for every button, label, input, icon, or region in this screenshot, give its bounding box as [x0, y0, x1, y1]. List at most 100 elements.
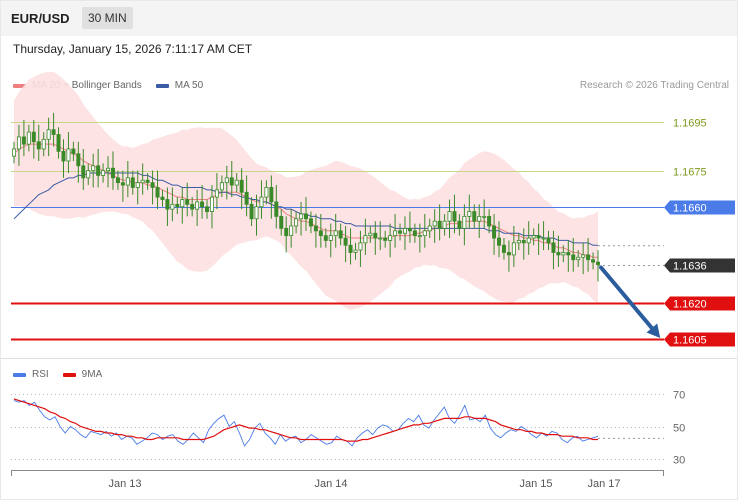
- candle-body: [16, 136, 21, 150]
- candle-body: [264, 187, 269, 198]
- candle-body: [195, 201, 200, 210]
- level-badge-pivot: [664, 200, 735, 215]
- candle-body: [46, 129, 51, 140]
- level-label-support: 1.1605: [673, 335, 707, 347]
- candle-body: [516, 240, 521, 244]
- level-label-current: 1.1636: [673, 261, 707, 273]
- candle-body: [506, 252, 511, 256]
- candle-body: [526, 237, 531, 244]
- candle-body: [457, 220, 462, 229]
- candle-body: [71, 148, 76, 155]
- candle-body: [422, 230, 427, 237]
- candle-body: [106, 167, 111, 172]
- candle-body: [556, 252, 561, 256]
- candle-body: [373, 232, 378, 239]
- candle-body: [338, 230, 343, 239]
- candle-body: [388, 235, 393, 241]
- candle-body: [289, 225, 294, 237]
- rsi-ma-swatch: [62, 372, 76, 377]
- candle-body: [521, 240, 526, 244]
- candle-body: [249, 203, 254, 220]
- candle-body: [333, 230, 338, 237]
- candle-body: [348, 244, 353, 253]
- x-tick-label: Jan 15: [519, 478, 552, 490]
- x-tick-label: Jan 17: [587, 478, 620, 490]
- candle-body: [205, 206, 210, 212]
- rsi-tick-label: 30: [673, 455, 685, 467]
- candle-body: [447, 211, 452, 222]
- candle-body: [497, 237, 502, 246]
- candle-body: [145, 179, 150, 184]
- candle-body: [511, 242, 516, 256]
- candle-body: [398, 230, 403, 234]
- candle-body: [313, 225, 318, 232]
- candle-body: [21, 136, 26, 145]
- legend-ma50: MA 50: [155, 80, 203, 91]
- candles-layer: [11, 112, 601, 282]
- candle-body: [586, 254, 591, 261]
- candle-body: [244, 191, 249, 205]
- candle-body: [492, 225, 497, 239]
- candle-body: [170, 203, 175, 210]
- candle-body: [501, 244, 506, 253]
- candle-body: [31, 131, 36, 143]
- research-credit: Research © 2026 Trading Central: [579, 80, 729, 91]
- projection-arrow-shaft: [599, 265, 659, 337]
- candle-body: [477, 215, 482, 222]
- ma20-swatch: [13, 83, 26, 88]
- price-legend: MA 20 + Bollinger Bands MA 50: [13, 80, 217, 91]
- candle-body: [294, 218, 299, 227]
- datetime-label: Thursday, January 15, 2026 7:11:17 AM CE…: [13, 42, 253, 56]
- candle-body: [165, 199, 170, 210]
- candle-body: [190, 203, 195, 210]
- candle-body: [269, 187, 274, 203]
- x-tick-label: Jan 14: [314, 478, 347, 490]
- level-badge-support: [664, 332, 735, 347]
- candle-body: [581, 254, 586, 258]
- candle-body: [259, 196, 264, 208]
- candle-body: [353, 249, 358, 253]
- bollinger-band-layer: [14, 72, 598, 311]
- candle-body: [328, 235, 333, 241]
- candle-body: [393, 230, 398, 237]
- rsi-swatch: [13, 372, 26, 377]
- candle-body: [214, 189, 219, 198]
- level-label-resistance: 1.1675: [673, 167, 707, 179]
- candle-body: [160, 196, 165, 200]
- candle-body: [402, 228, 407, 234]
- ma50-swatch: [155, 83, 169, 88]
- candle-body: [229, 177, 234, 186]
- candle-body: [81, 165, 86, 179]
- candle-body: [115, 177, 120, 184]
- candle-body: [308, 218, 313, 227]
- candle-body: [318, 230, 323, 237]
- candle-body: [209, 196, 214, 212]
- candle-body: [551, 242, 556, 253]
- candle-body: [363, 235, 368, 244]
- candle-body: [412, 230, 417, 237]
- candle-body: [407, 228, 412, 232]
- candle-body: [130, 177, 135, 188]
- candle-body: [383, 237, 388, 241]
- timeframe-button[interactable]: 30 MIN: [82, 7, 133, 29]
- rsi-ma-label: 9MA: [81, 369, 103, 380]
- candle-body: [91, 165, 96, 172]
- bollinger-band: [14, 72, 598, 311]
- candle-body: [279, 215, 284, 229]
- candle-body: [462, 215, 467, 229]
- candle-body: [56, 134, 61, 152]
- candle-body: [541, 237, 546, 240]
- candle-body: [239, 179, 244, 193]
- x-axis: Jan 13 Jan 14 Jan 15 Jan 17: [11, 470, 664, 490]
- candle-body: [358, 242, 363, 251]
- candle-body: [591, 259, 596, 263]
- candle-body: [224, 177, 229, 184]
- projection-arrow-head: [646, 323, 661, 338]
- symbol-title: EUR/USD: [11, 11, 70, 26]
- candle-body: [427, 225, 432, 232]
- candle-body: [536, 235, 541, 239]
- level-badge-current: [664, 258, 735, 273]
- candle-body: [66, 148, 71, 162]
- level-label-resistance: 1.1695: [673, 118, 707, 130]
